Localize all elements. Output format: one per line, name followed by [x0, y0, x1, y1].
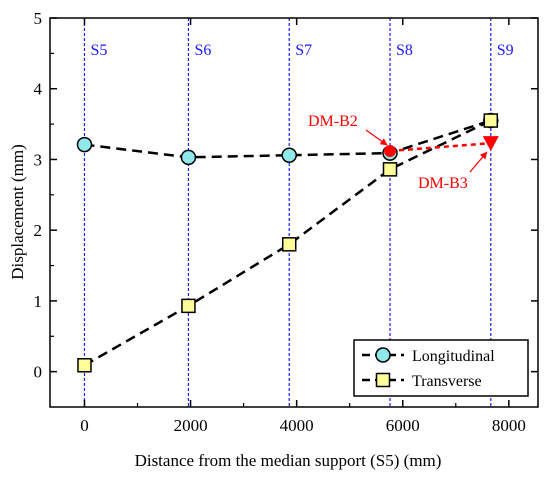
point-transverse-1	[181, 298, 196, 314]
annotation-label-dm-b3: DM-B3	[418, 175, 468, 192]
y-tick-label-4: 4	[34, 80, 43, 99]
point-transverse-2	[281, 237, 297, 252]
point-transverse-0	[77, 358, 92, 373]
x-tick-label-4: 8000	[492, 416, 526, 435]
annotation-point-dm-b3	[482, 136, 499, 152]
support-label-s5: S5	[90, 42, 107, 59]
annotation-label-dm-b2: DM-B2	[308, 113, 358, 130]
point-longitudinal-2	[281, 147, 297, 163]
y-tick-label-0: 0	[34, 363, 43, 382]
plot-frame	[49, 17, 539, 408]
legend-marker-longitudinal	[375, 347, 391, 363]
legend-marker-transverse	[375, 372, 391, 388]
point-longitudinal-0	[76, 136, 93, 153]
point-transverse-3	[382, 162, 398, 177]
y-tick-label-5: 5	[34, 9, 43, 28]
legend-label-transverse: Transverse	[412, 373, 482, 390]
annotation-arrow-dm-b2	[365, 129, 388, 146]
x-tick-label-1: 2000	[174, 416, 208, 435]
y-tick-label-2: 2	[34, 221, 43, 240]
legend-label-longitudinal: Longitudinal	[412, 348, 495, 365]
point-transverse-4	[483, 113, 499, 128]
annotation-dm-b2-to-b3-line	[389, 141, 491, 153]
support-label-s7: S7	[295, 42, 312, 59]
support-label-s8: S8	[396, 42, 413, 59]
point-longitudinal-1	[180, 149, 197, 166]
x-tick-label-0: 0	[80, 416, 89, 435]
support-label-s6: S6	[194, 42, 211, 59]
x-tick-label-2: 4000	[280, 416, 314, 435]
annotation-point-dm-b2	[384, 144, 397, 157]
annotation-arrow-dm-b3	[469, 151, 488, 173]
x-axis-title: Distance from the median support (S5) (m…	[135, 451, 442, 470]
series-line-transverse	[83, 119, 492, 367]
y-tick-label-1: 1	[34, 292, 43, 311]
x-tick-label-3: 6000	[386, 416, 420, 435]
y-axis-title: Displacement (mm)	[8, 144, 27, 280]
support-label-s9: S9	[497, 42, 514, 59]
series-line-longitudinal	[84, 119, 492, 159]
y-tick-label-3: 3	[34, 150, 43, 169]
